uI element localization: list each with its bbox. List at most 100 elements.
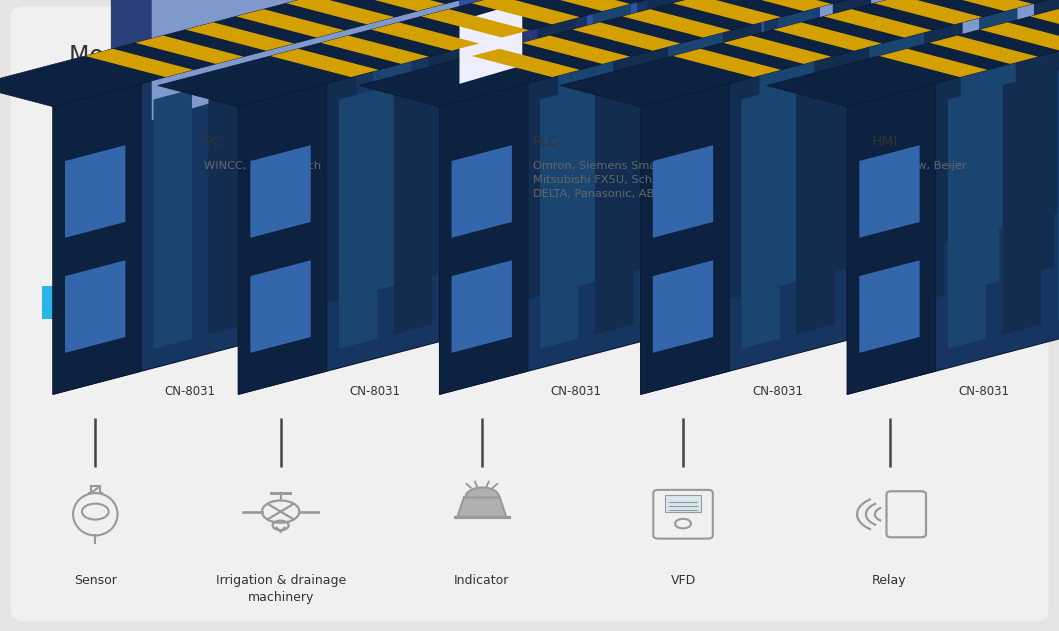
Polygon shape — [980, 0, 1018, 233]
Polygon shape — [882, 0, 963, 204]
Polygon shape — [702, 0, 740, 205]
Text: Omron, Siemens Smart200,
Mitsubishi FX5U, Schneider,
DELTA, Panasonic, ABMicro85: Omron, Siemens Smart200, Mitsubishi FX5U… — [533, 161, 706, 199]
Polygon shape — [980, 22, 1059, 50]
Polygon shape — [851, 61, 890, 320]
Polygon shape — [560, 0, 1059, 107]
Polygon shape — [538, 0, 576, 248]
Polygon shape — [158, 0, 963, 107]
Polygon shape — [672, 0, 782, 25]
Polygon shape — [522, 0, 630, 11]
Polygon shape — [948, 90, 986, 349]
Polygon shape — [471, 49, 580, 77]
Polygon shape — [814, 18, 852, 277]
Polygon shape — [773, 22, 882, 50]
Polygon shape — [53, 83, 142, 394]
Polygon shape — [784, 0, 1059, 167]
Polygon shape — [236, 9, 344, 37]
Polygon shape — [460, 3, 522, 84]
Polygon shape — [796, 75, 834, 334]
Text: Irrigation & drainage
machinery: Irrigation & drainage machinery — [216, 574, 345, 604]
Polygon shape — [847, 0, 1059, 394]
Polygon shape — [652, 145, 713, 238]
Polygon shape — [0, 0, 777, 107]
Polygon shape — [65, 261, 125, 353]
Polygon shape — [704, 46, 743, 305]
Polygon shape — [238, 0, 963, 394]
Text: Sensor: Sensor — [74, 574, 116, 587]
Polygon shape — [905, 46, 945, 305]
Polygon shape — [503, 46, 542, 305]
Bar — [42, 286, 1017, 319]
Polygon shape — [824, 9, 932, 37]
Polygon shape — [451, 145, 511, 238]
Polygon shape — [668, 3, 706, 262]
Polygon shape — [250, 145, 310, 238]
Polygon shape — [286, 0, 395, 25]
Polygon shape — [936, 105, 994, 194]
Polygon shape — [760, 0, 917, 23]
Polygon shape — [925, 0, 963, 248]
Polygon shape — [449, 61, 487, 320]
Text: Relay: Relay — [873, 574, 907, 587]
Polygon shape — [483, 3, 521, 262]
Polygon shape — [859, 145, 919, 238]
Polygon shape — [209, 75, 247, 334]
Polygon shape — [723, 35, 831, 64]
Polygon shape — [373, 32, 412, 292]
Polygon shape — [471, 0, 580, 25]
Polygon shape — [697, 0, 777, 204]
Polygon shape — [572, 22, 681, 50]
Polygon shape — [136, 35, 244, 64]
Polygon shape — [395, 0, 517, 49]
Polygon shape — [778, 0, 816, 233]
Polygon shape — [451, 261, 511, 353]
Polygon shape — [293, 102, 335, 202]
Polygon shape — [802, 137, 1059, 222]
Polygon shape — [1058, 61, 1059, 320]
Text: CN-8031: CN-8031 — [551, 385, 602, 398]
FancyBboxPatch shape — [11, 6, 1048, 622]
Polygon shape — [652, 261, 713, 353]
Polygon shape — [1034, 0, 1059, 220]
Polygon shape — [650, 61, 688, 320]
Polygon shape — [869, 3, 908, 262]
Text: CN-8031: CN-8031 — [958, 385, 1009, 398]
Polygon shape — [522, 35, 630, 64]
Polygon shape — [767, 0, 1059, 107]
Polygon shape — [847, 83, 936, 394]
Polygon shape — [460, 0, 510, 133]
Polygon shape — [65, 145, 125, 238]
Polygon shape — [238, 83, 327, 394]
Bar — [665, 495, 701, 512]
Polygon shape — [641, 0, 1059, 394]
Text: CN-8031: CN-8031 — [164, 385, 215, 398]
Text: Modbus-TCP: Modbus-TCP — [286, 323, 366, 336]
Polygon shape — [394, 75, 432, 334]
Polygon shape — [961, 32, 1000, 292]
Text: PC: PC — [204, 135, 222, 149]
Polygon shape — [1016, 18, 1054, 277]
Polygon shape — [250, 261, 310, 353]
Polygon shape — [820, 0, 1059, 117]
Polygon shape — [887, 0, 926, 205]
Polygon shape — [723, 0, 761, 248]
Polygon shape — [264, 61, 302, 320]
Polygon shape — [428, 18, 466, 277]
Polygon shape — [587, 0, 638, 95]
Polygon shape — [714, 0, 765, 58]
Polygon shape — [859, 261, 919, 353]
Polygon shape — [318, 46, 357, 305]
Polygon shape — [558, 32, 597, 292]
Polygon shape — [131, 143, 435, 232]
Polygon shape — [439, 0, 1059, 394]
Polygon shape — [371, 22, 480, 50]
Polygon shape — [421, 9, 530, 37]
Text: HMI: HMI — [872, 135, 898, 149]
Polygon shape — [723, 0, 831, 11]
Polygon shape — [925, 0, 1033, 11]
Text: VFD: VFD — [670, 574, 696, 587]
Text: Modbus-TCP Topology: Modbus-TCP Topology — [69, 44, 323, 68]
Polygon shape — [641, 83, 730, 394]
Polygon shape — [85, 49, 194, 77]
Polygon shape — [595, 75, 633, 334]
